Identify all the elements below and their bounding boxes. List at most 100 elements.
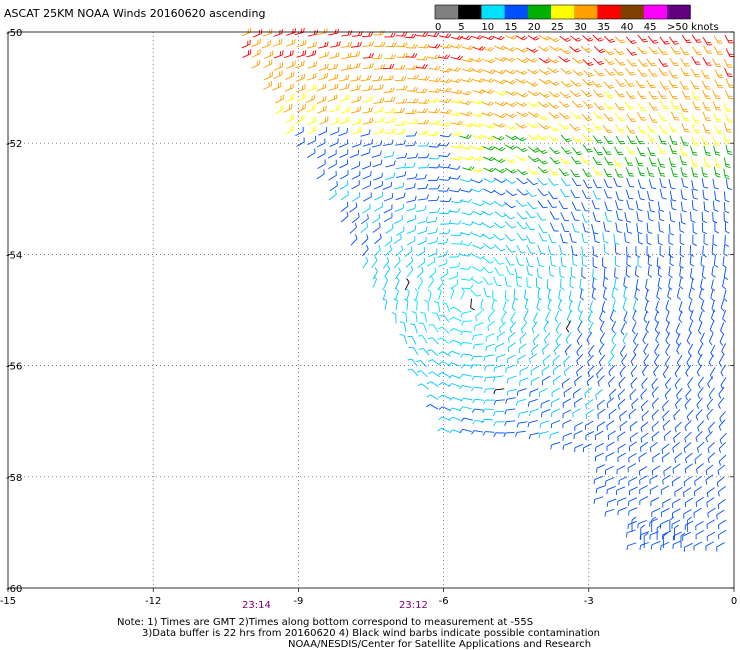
wind-barb	[718, 441, 726, 454]
wind-barb	[417, 226, 428, 235]
wind-barb	[531, 344, 539, 356]
wind-barb	[305, 94, 315, 104]
wind-barb	[439, 121, 452, 127]
wind-barb	[410, 323, 418, 334]
wind-barb	[407, 358, 418, 367]
wind-barb	[549, 211, 560, 220]
wind-barb	[603, 113, 614, 122]
wind-barb	[714, 69, 724, 78]
wind-barb	[571, 222, 580, 233]
wind-barb	[428, 184, 441, 190]
wind-barb	[703, 234, 709, 246]
wind-barb	[438, 98, 451, 104]
wind-barb	[493, 233, 505, 241]
wind-barb	[582, 78, 594, 86]
wind-barb	[450, 43, 463, 49]
wind-barb	[615, 135, 626, 145]
wind-barb	[391, 311, 397, 324]
wind-barb	[615, 124, 626, 133]
wind-barb	[710, 309, 715, 322]
wind-barb	[599, 310, 604, 323]
wind-barb	[349, 222, 357, 234]
wind-barb	[372, 275, 377, 288]
wind-barb	[623, 276, 628, 289]
wind-barb	[327, 94, 338, 102]
wind-barb	[394, 76, 407, 81]
wind-barb	[683, 542, 693, 552]
wind-barb	[327, 63, 339, 71]
wind-barb	[437, 142, 450, 147]
wind-barb	[648, 156, 657, 167]
wind-barb	[329, 52, 340, 59]
wind-barb	[526, 244, 536, 254]
wind-barb	[403, 298, 409, 311]
wind-barb	[614, 168, 624, 178]
wind-barb	[448, 165, 461, 170]
wind-barb	[483, 58, 496, 64]
wind-barb	[536, 212, 547, 221]
wind-barb	[691, 68, 701, 78]
wind-barb	[541, 343, 550, 355]
wind-barb	[470, 278, 483, 284]
wind-barb	[385, 127, 397, 135]
wind-barb	[275, 105, 284, 115]
wind-barb	[417, 383, 430, 390]
wind-barb	[581, 202, 590, 212]
wind-barb	[684, 463, 693, 474]
wind-barb	[651, 397, 659, 409]
wind-barb	[450, 286, 455, 300]
wind-barb	[416, 370, 428, 378]
wind-barb	[537, 200, 548, 209]
wind-barb	[602, 124, 613, 133]
wind-barb	[602, 277, 608, 289]
wind-barb	[372, 84, 384, 91]
wind-barb	[541, 408, 551, 418]
wind-barb	[373, 30, 385, 36]
wind-barb	[439, 33, 452, 39]
wind-barb	[538, 91, 551, 98]
wind-barb	[351, 212, 360, 224]
wind-barb	[406, 236, 416, 246]
wind-barb	[472, 343, 484, 350]
colorbar-swatch	[435, 5, 459, 19]
wind-barb	[716, 476, 725, 488]
wind-barb	[551, 387, 561, 398]
wind-barb	[459, 373, 472, 379]
wind-barb	[536, 133, 548, 141]
wind-barb	[502, 300, 507, 314]
wind-barb	[339, 74, 350, 82]
wind-barb	[483, 354, 495, 361]
wind-barb	[318, 127, 328, 136]
wind-barb	[697, 387, 704, 399]
wind-barb	[581, 189, 591, 199]
wind-barb	[608, 376, 616, 388]
wind-barb	[655, 331, 661, 344]
wind-barb	[525, 235, 536, 244]
wind-barb	[484, 376, 496, 382]
wind-barb	[660, 541, 670, 551]
wind-barb	[718, 354, 724, 367]
wind-barb	[664, 388, 672, 400]
wind-barb	[494, 79, 507, 85]
wind-barb	[659, 124, 669, 134]
wind-barb	[531, 321, 538, 334]
wind-barb	[661, 443, 670, 454]
colorbar-swatches	[434, 4, 691, 20]
wind-barb	[394, 276, 400, 290]
y-tick-label: -60	[6, 584, 22, 595]
wind-barb	[396, 152, 408, 159]
wind-barb	[592, 212, 601, 223]
wind-barb	[604, 508, 615, 517]
wind-barb	[687, 516, 692, 532]
wind-barb	[693, 541, 703, 551]
wind-barb	[676, 342, 682, 355]
wind-barb	[448, 416, 461, 421]
wind-barb	[613, 47, 625, 56]
wind-barb	[643, 532, 649, 548]
wind-barb	[284, 50, 294, 59]
wind-barb	[517, 410, 529, 418]
wind-barb	[593, 475, 604, 485]
wind-barb	[672, 540, 682, 549]
wind-barb	[592, 111, 604, 120]
wind-barb	[537, 288, 542, 301]
